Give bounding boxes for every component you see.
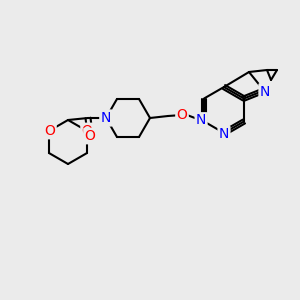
Text: O: O [44, 124, 56, 138]
Text: O: O [85, 129, 95, 143]
Text: N: N [101, 111, 111, 125]
Text: N: N [260, 85, 270, 98]
Text: N: N [219, 127, 229, 141]
Text: N: N [101, 111, 111, 125]
Text: O: O [82, 124, 92, 138]
Text: O: O [177, 108, 188, 122]
Text: N: N [196, 113, 206, 128]
